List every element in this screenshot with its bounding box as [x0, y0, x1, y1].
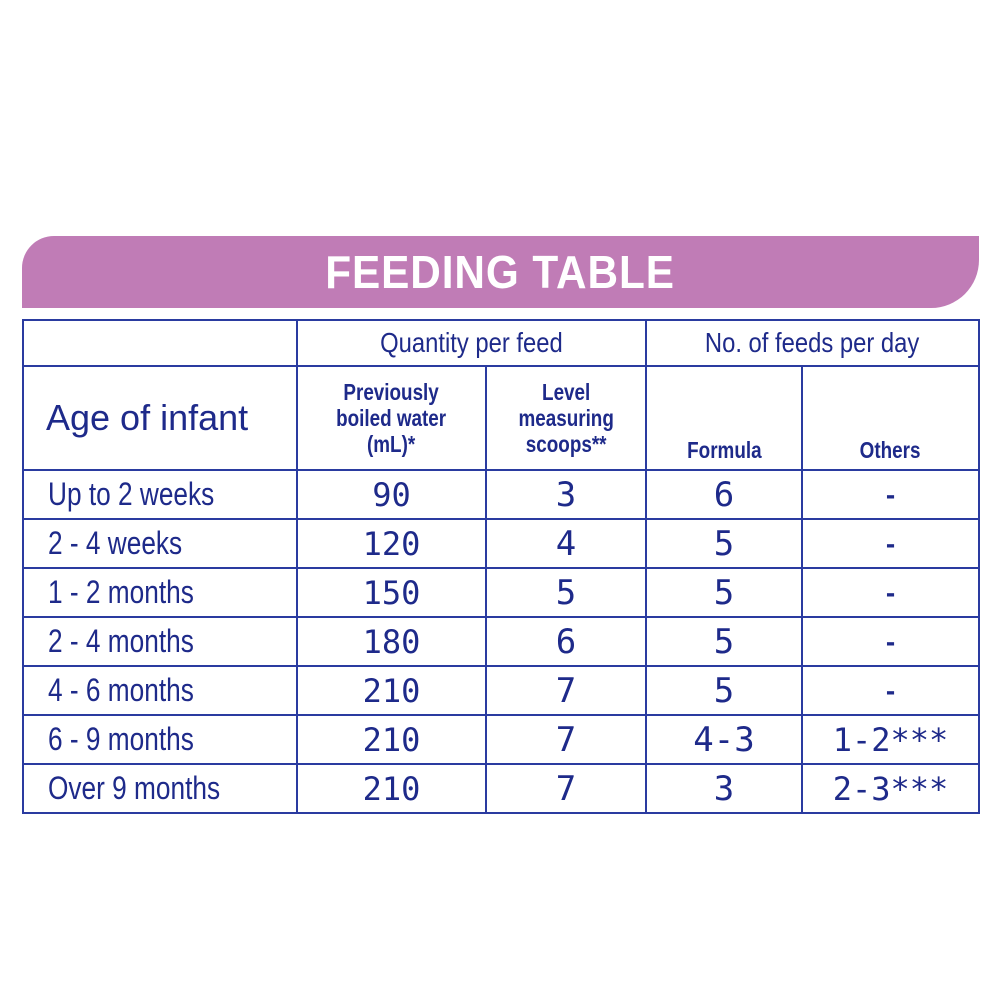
group-header-row: Quantity per feed No. of feeds per day: [22, 319, 980, 367]
column-header-row: Age of infant Previously boiled water (m…: [22, 365, 980, 471]
quantity-group-header: Quantity per feed: [296, 319, 647, 367]
others-cell: -: [801, 469, 980, 520]
scoops-cell: 7: [485, 714, 647, 765]
age-cell: 6 - 9 months: [22, 714, 298, 765]
formula-cell: 5: [645, 518, 803, 569]
water-cell: 210: [296, 714, 487, 765]
feeds-group-header: No. of feeds per day: [645, 319, 980, 367]
others-cell: 2-3***: [801, 763, 980, 814]
water-cell: 180: [296, 616, 487, 667]
formula-column-header: Formula: [645, 365, 803, 471]
scoops-column-header: Level measuring scoops**: [485, 365, 647, 471]
table-row: Over 9 months 210 7 3 2-3***: [22, 763, 980, 814]
water-cell: 120: [296, 518, 487, 569]
others-cell: 1-2***: [801, 714, 980, 765]
formula-cell: 6: [645, 469, 803, 520]
scoops-cell: 4: [485, 518, 647, 569]
formula-cell: 3: [645, 763, 803, 814]
feeding-table: Quantity per feed No. of feeds per day A…: [22, 319, 980, 814]
table-row: 2 - 4 months 180 6 5 -: [22, 616, 980, 667]
water-column-header: Previously boiled water (mL)*: [296, 365, 487, 471]
formula-cell: 5: [645, 616, 803, 667]
age-cell: 2 - 4 weeks: [22, 518, 298, 569]
age-cell: Over 9 months: [22, 763, 298, 814]
water-cell: 210: [296, 763, 487, 814]
water-cell: 150: [296, 567, 487, 618]
table-row: 4 - 6 months 210 7 5 -: [22, 665, 980, 716]
others-cell: -: [801, 665, 980, 716]
age-cell: 4 - 6 months: [22, 665, 298, 716]
scoops-cell: 7: [485, 665, 647, 716]
age-cell: Up to 2 weeks: [22, 469, 298, 520]
scoops-cell: 7: [485, 763, 647, 814]
others-column-header: Others: [801, 365, 980, 471]
age-cell: 1 - 2 months: [22, 567, 298, 618]
table-row: Up to 2 weeks 90 3 6 -: [22, 469, 980, 520]
scoops-cell: 5: [485, 567, 647, 618]
page-title: FEEDING TABLE: [325, 246, 676, 298]
age-cell: 2 - 4 months: [22, 616, 298, 667]
others-cell: -: [801, 567, 980, 618]
empty-header-cell: [22, 319, 298, 367]
age-column-header: Age of infant: [22, 365, 298, 471]
water-cell: 210: [296, 665, 487, 716]
title-banner: FEEDING TABLE: [22, 236, 979, 308]
formula-cell: 4-3: [645, 714, 803, 765]
table-row: 1 - 2 months 150 5 5 -: [22, 567, 980, 618]
others-cell: -: [801, 616, 980, 667]
scoops-cell: 3: [485, 469, 647, 520]
others-cell: -: [801, 518, 980, 569]
water-cell: 90: [296, 469, 487, 520]
table-row: 6 - 9 months 210 7 4-3 1-2***: [22, 714, 980, 765]
table-row: 2 - 4 weeks 120 4 5 -: [22, 518, 980, 569]
scoops-cell: 6: [485, 616, 647, 667]
formula-cell: 5: [645, 665, 803, 716]
formula-cell: 5: [645, 567, 803, 618]
